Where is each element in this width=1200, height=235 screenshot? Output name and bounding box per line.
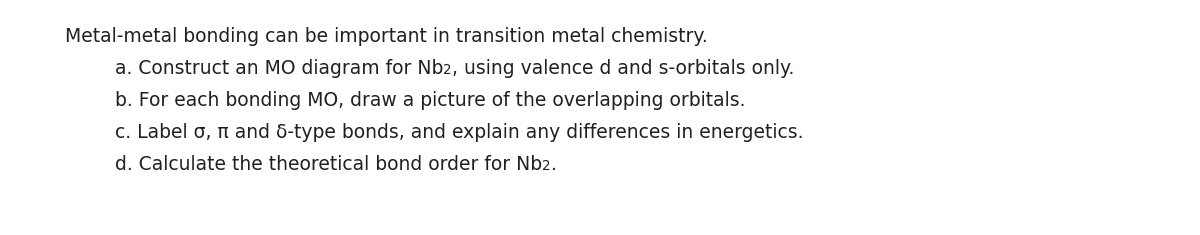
Text: b. For each bonding MO, draw a picture of the overlapping orbitals.: b. For each bonding MO, draw a picture o… [115,91,745,110]
Text: 2: 2 [542,159,551,173]
Text: Metal-metal bonding can be important in transition metal chemistry.: Metal-metal bonding can be important in … [65,27,708,46]
Text: 2: 2 [443,63,452,77]
Text: , using valence d and s-orbitals only.: , using valence d and s-orbitals only. [452,59,794,78]
Text: c. Label σ, π and δ-type bonds, and explain any differences in energetics.: c. Label σ, π and δ-type bonds, and expl… [115,123,804,142]
Text: .: . [551,155,557,174]
Text: d. Calculate the theoretical bond order for Nb: d. Calculate the theoretical bond order … [115,155,542,174]
Text: a. Construct an MO diagram for Nb: a. Construct an MO diagram for Nb [115,59,443,78]
